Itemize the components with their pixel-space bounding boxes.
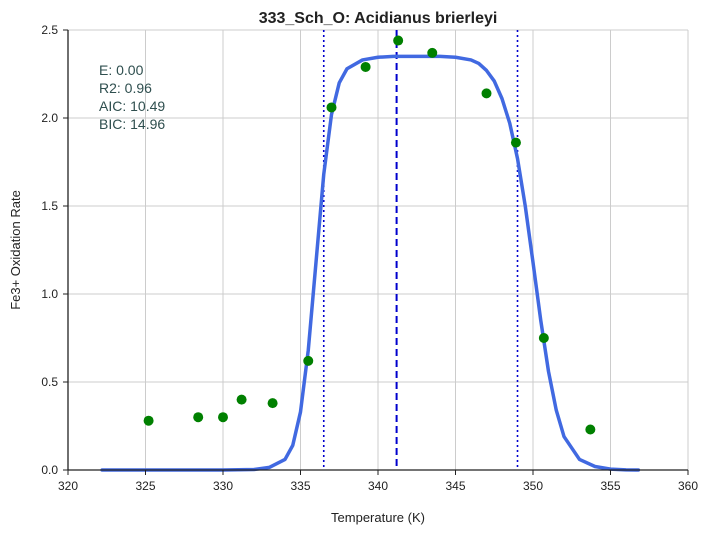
- data-point-1: [193, 412, 204, 423]
- vertical-lines: [322, 30, 519, 470]
- x-tick-label-355: 355: [600, 479, 620, 493]
- data-point-4: [267, 398, 278, 409]
- x-tick-label-345: 345: [445, 479, 465, 493]
- data-point-7: [360, 61, 371, 72]
- data-point-13: [585, 424, 596, 435]
- y-tick-label-1.0: 1.0: [41, 287, 58, 301]
- x-tick-label-320: 320: [58, 479, 78, 493]
- data-point-11: [510, 137, 521, 148]
- x-tick-label-330: 330: [213, 479, 233, 493]
- data-points: [143, 35, 596, 435]
- x-tick-label-360: 360: [678, 479, 698, 493]
- data-point-10: [481, 88, 492, 99]
- x-tick-label-325: 325: [135, 479, 155, 493]
- grid: [68, 29, 689, 470]
- data-point-0: [143, 415, 154, 426]
- x-tick-label-350: 350: [523, 479, 543, 493]
- x-axis-label: Temperature (K): [331, 510, 425, 525]
- y-tick-label-2.0: 2.0: [41, 111, 58, 125]
- y-tick-label-0.5: 0.5: [41, 375, 58, 389]
- data-point-8: [393, 35, 404, 46]
- tick-labels: 320 325 330 335 340 345 350 355 360 0.0 0.5 1.0 1.5 2…: [41, 23, 698, 493]
- data-point-9: [427, 47, 438, 58]
- axes: [63, 29, 689, 475]
- fit-curve-layer: [100, 54, 641, 472]
- y-tick-label-2.5: 2.5: [41, 23, 58, 37]
- stat-energy: E: 0.00: [99, 62, 144, 78]
- fit-stats-annotation: E: 0.00 R2: 0.96 AIC: 10.49 BIC: 14.96: [99, 62, 165, 132]
- data-point-3: [236, 394, 247, 405]
- stat-bic: BIC: 14.96: [99, 116, 165, 132]
- y-axis-label: Fe3+ Oxidation Rate: [8, 190, 23, 310]
- y-tick-label-1.5: 1.5: [41, 199, 58, 213]
- y-tick-label-0.0: 0.0: [41, 463, 58, 477]
- data-point-6: [326, 102, 337, 113]
- data-point-12: [538, 333, 549, 343]
- stat-r2: R2: 0.96: [99, 80, 152, 96]
- data-point-2: [218, 412, 228, 423]
- fit-curve: [100, 54, 641, 472]
- x-tick-label-335: 335: [290, 479, 310, 493]
- x-tick-label-340: 340: [368, 479, 388, 493]
- data-point-5: [303, 355, 314, 366]
- stat-aic: AIC: 10.49: [99, 98, 165, 114]
- chart-title: 333_Sch_O: Acidianus brierleyi: [259, 10, 498, 27]
